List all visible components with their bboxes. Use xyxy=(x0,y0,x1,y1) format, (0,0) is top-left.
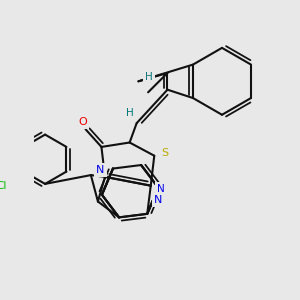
Text: O: O xyxy=(79,117,87,127)
Text: N: N xyxy=(158,184,165,194)
Text: N: N xyxy=(154,195,162,205)
Text: Cl: Cl xyxy=(0,181,7,191)
Text: H: H xyxy=(126,108,134,118)
Text: N: N xyxy=(96,165,105,175)
Text: S: S xyxy=(161,148,168,158)
Text: H: H xyxy=(145,72,153,82)
